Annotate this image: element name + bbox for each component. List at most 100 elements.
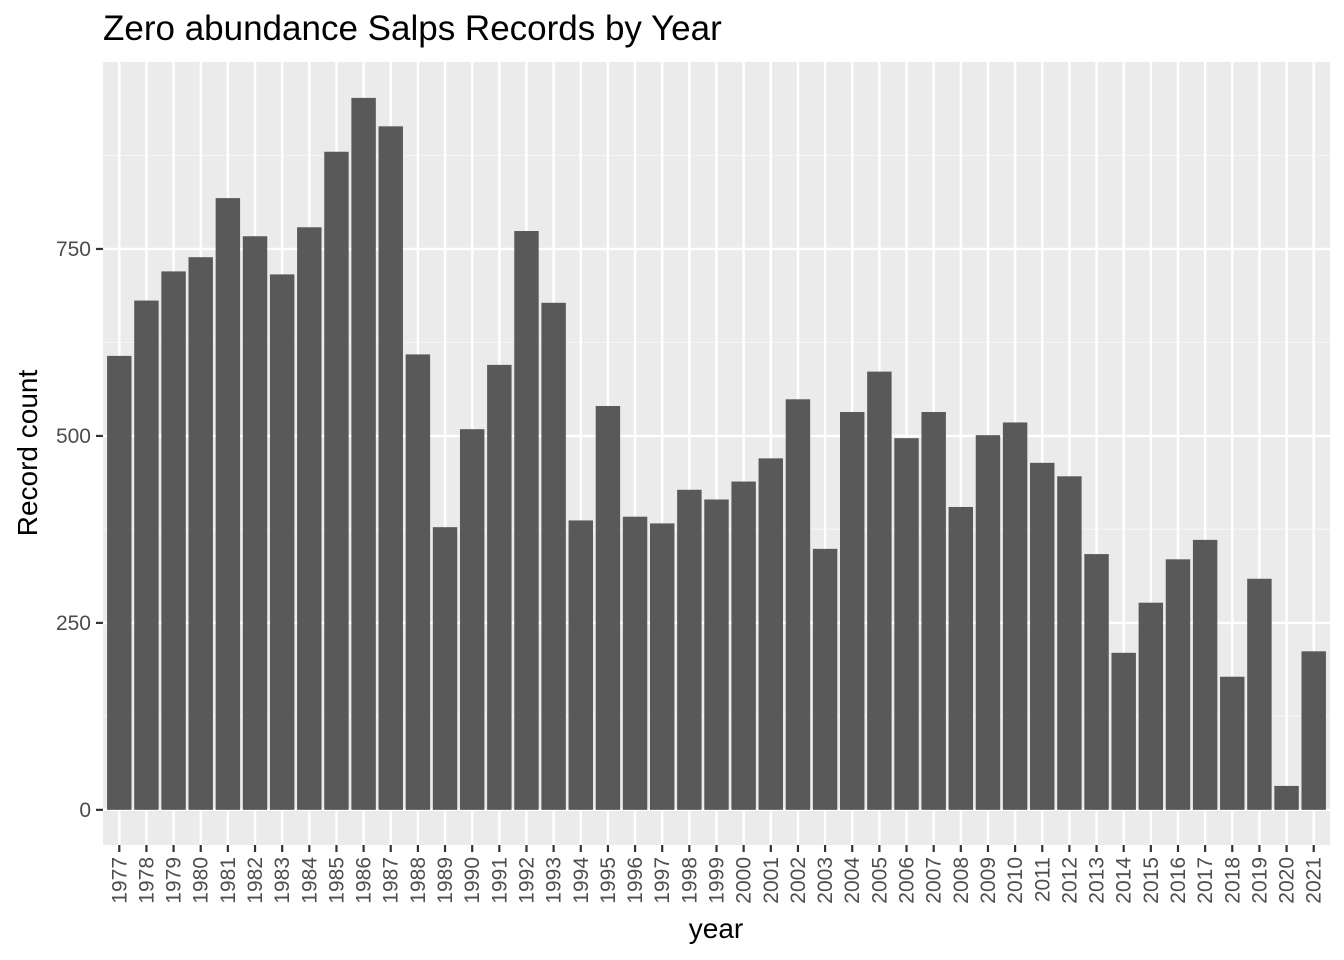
x-tick-label: 2004 [841,857,864,904]
x-tick-label: 1984 [298,857,321,904]
x-tick-label: 2000 [733,857,756,904]
x-tick-label: 1986 [353,857,376,904]
x-tick-label: 2020 [1276,857,1299,904]
x-tick-label: 1978 [135,857,158,904]
x-tick-label: 1981 [217,857,240,904]
x-tick-label: 1993 [543,857,566,904]
bar-1977 [107,355,132,810]
x-tick-label: 1983 [271,857,294,904]
x-tick-label: 2017 [1194,857,1217,904]
bar-1995 [595,406,621,810]
bar-1984 [297,227,322,810]
x-tick-label: 2003 [814,857,837,904]
bar-2008 [948,506,974,810]
x-tick-label: 2012 [1058,857,1081,904]
x-tick-label: 2016 [1167,857,1190,904]
bar-1982 [242,236,268,810]
bar-1998 [677,489,702,810]
bar-1997 [649,523,675,810]
bar-1981 [215,198,241,810]
x-tick-label: 1990 [461,857,484,904]
bars [107,97,1326,810]
bar-2020 [1274,785,1299,810]
bar-1990 [459,429,485,810]
x-tick-label: 2005 [868,857,891,904]
x-axis-title: year [689,913,743,944]
x-tick-label: 2011 [1031,857,1054,902]
bar-2000 [731,481,756,810]
x-tick-label: 1996 [624,857,647,904]
chart-title: Zero abundance Salps Records by Year [103,9,722,48]
bar-1991 [487,364,512,810]
x-tick-label: 2010 [1004,857,1027,904]
bar-2011 [1030,462,1055,810]
x-tick-label: 2019 [1248,857,1271,904]
bar-1986 [351,97,376,810]
bar-1992 [514,231,539,810]
y-tick-label: 750 [56,238,91,261]
bar-2018 [1220,676,1245,810]
x-tick-label: 2007 [923,857,946,904]
bar-2015 [1138,602,1164,810]
bar-1989 [432,527,458,810]
x-tick-label: 2006 [896,857,919,904]
x-axis: 1977 1978 1979 1980 1981 1982 1983 1984 1985 1986… [108,845,1326,904]
bar-1988 [405,354,431,810]
bar-1996 [622,516,648,810]
bar-2009 [975,435,1001,810]
x-tick-label: 1999 [706,857,729,904]
bar-1983 [269,274,295,810]
bar-2004 [840,411,865,810]
x-tick-label: 2015 [1140,857,1163,904]
bar-1980 [188,257,213,810]
bar-2010 [1002,422,1028,810]
y-axis-title: Record count [12,370,43,537]
bar-2016 [1165,559,1191,810]
bar-1979 [161,271,186,810]
y-tick-label: 500 [56,425,91,448]
bar-2017 [1192,539,1218,810]
x-tick-label: 2001 [760,857,783,904]
bar-2019 [1247,578,1272,810]
x-tick-label: 1992 [515,857,538,904]
bar-2002 [785,399,811,810]
bar-1994 [568,520,593,810]
x-tick-label: 2009 [977,857,1000,904]
x-tick-label: 1980 [190,857,213,904]
x-tick-label: 1979 [163,857,186,904]
x-tick-label: 1989 [434,857,457,904]
x-tick-label: 1997 [651,857,674,904]
x-tick-label: 1977 [108,857,131,904]
bar-2013 [1084,554,1109,810]
x-tick-label: 1994 [570,857,593,904]
bar-2001 [758,458,784,810]
x-tick-label: 1998 [678,857,701,904]
bar-2005 [867,371,892,810]
x-tick-label: 2008 [950,857,973,904]
x-tick-label: 1985 [325,857,348,904]
bar-1985 [324,151,349,810]
bar-2003 [812,548,838,810]
y-axis: 0 250 500 750 [56,238,103,822]
x-tick-label: 2021 [1303,857,1326,904]
bar-2012 [1057,476,1082,810]
x-tick-label: 2013 [1086,857,1109,904]
y-tick-label: 250 [56,612,91,635]
bar-1978 [134,300,159,810]
bar-1987 [378,126,403,810]
x-tick-label: 1987 [380,857,403,904]
bar-2021 [1301,651,1326,810]
bar-2014 [1111,652,1136,810]
x-tick-label: 2014 [1113,857,1136,904]
bar-1993 [541,302,566,810]
x-tick-label: 1995 [597,857,620,904]
x-tick-label: 1982 [244,857,267,904]
y-tick-label: 0 [79,799,91,822]
bar-2007 [921,411,946,810]
x-tick-label: 1988 [407,857,430,904]
bar-1999 [704,499,729,810]
bar-2006 [894,438,919,810]
x-tick-label: 2002 [787,857,810,904]
x-tick-label: 2018 [1221,857,1244,904]
